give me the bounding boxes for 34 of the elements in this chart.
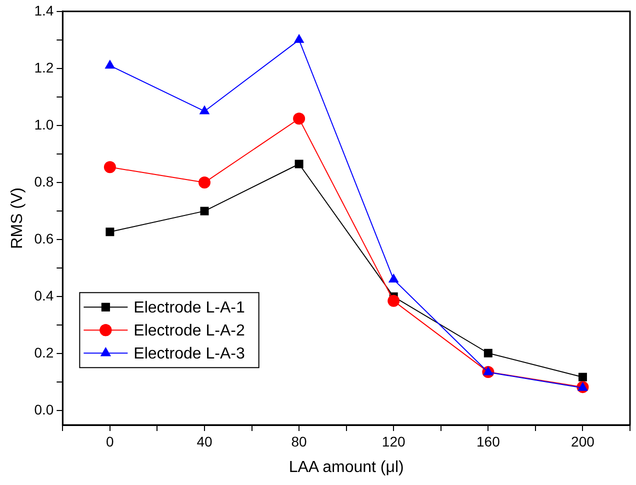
x-axis-title: LAA amount (μl)	[288, 458, 404, 476]
point	[578, 382, 588, 391]
point	[294, 160, 304, 168]
point	[578, 372, 587, 382]
y-tick-label: 0.0	[34, 402, 54, 418]
point	[293, 112, 306, 125]
point	[106, 228, 114, 236]
legend-label: Electrode L-A-1	[134, 300, 245, 317]
x-tick-label: 160	[476, 433, 500, 450]
y-tick-label: 1.0	[34, 116, 54, 132]
y-tick-label: 1.2	[34, 59, 54, 76]
x-tick-label: 80	[291, 433, 308, 450]
legend-label: Electrode L-A-2	[134, 322, 245, 340]
y-tick-label: 0.6	[34, 230, 54, 246]
point	[199, 105, 210, 114]
y-tick-label: 0.8	[34, 173, 54, 190]
point	[388, 274, 399, 283]
x-tick-label: 200	[571, 433, 595, 450]
x-tick-label: 0	[106, 433, 114, 450]
point	[388, 294, 400, 307]
point	[484, 348, 492, 358]
y-tick-label: 0.4	[34, 288, 54, 304]
point	[104, 60, 116, 69]
x-tick-label: 120	[382, 433, 406, 450]
y-tick-label: 1.4	[34, 2, 54, 18]
legend-label: Electrode L-A-3	[134, 346, 245, 363]
point	[104, 161, 116, 174]
point	[482, 366, 494, 376]
point	[200, 206, 209, 216]
y-tick-label: 0.2	[34, 344, 54, 361]
point	[198, 176, 210, 189]
x-tick-label: 40	[196, 433, 212, 450]
point	[294, 34, 304, 43]
y-axis-title: RMS (V)	[9, 188, 26, 249]
